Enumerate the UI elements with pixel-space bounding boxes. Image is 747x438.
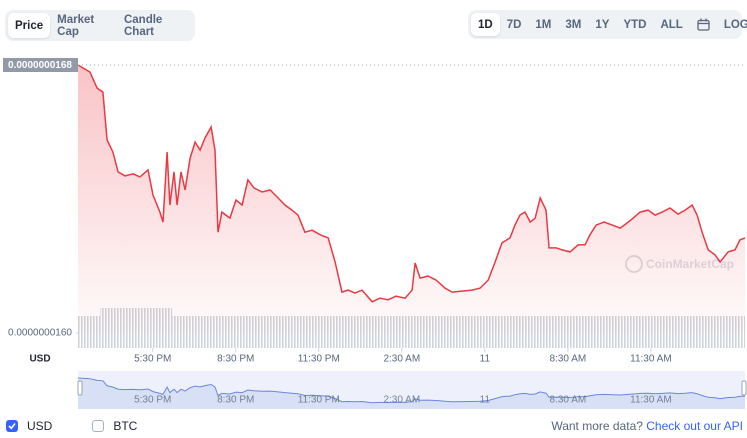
api-text: Want more data? xyxy=(551,419,643,433)
tab[interactable]: Market Cap xyxy=(57,13,95,38)
currency-label: BTC xyxy=(113,419,138,433)
price-line xyxy=(77,64,746,303)
navigator-handle xyxy=(741,380,747,396)
x-tick-label: 11:30 PM xyxy=(298,354,340,365)
currency-toggle[interactable]: USD xyxy=(6,419,52,433)
range-button[interactable]: ALL xyxy=(660,18,683,31)
checkbox[interactable] xyxy=(92,420,105,432)
price-marker-box xyxy=(3,58,78,72)
range-button[interactable]: YTD xyxy=(623,18,647,31)
x-tick-label: 11 xyxy=(480,354,491,365)
tab[interactable]: Price xyxy=(8,13,51,38)
unit-label: USD xyxy=(29,354,50,365)
calendar-button[interactable] xyxy=(690,13,717,36)
api-link[interactable]: Check out our API xyxy=(646,419,743,433)
y-tick-label: 0.0000000160 xyxy=(8,328,72,339)
currency-label: USD xyxy=(27,419,53,433)
checkbox[interactable] xyxy=(6,420,18,432)
calendar-icon xyxy=(697,18,710,31)
chart-tabs: Price Market Cap Candle Chart xyxy=(5,10,195,41)
navigator-handle xyxy=(77,380,83,396)
range-button[interactable]: 1Y xyxy=(595,18,610,31)
x-tick-label: 5:30 PM xyxy=(134,354,171,365)
navigator-line xyxy=(77,377,746,404)
log-button[interactable]: LOG xyxy=(723,18,747,31)
range-button[interactable]: 1D xyxy=(471,13,500,36)
currency-toggle[interactable]: BTC xyxy=(92,419,137,433)
x-tick-label: 2:30 AM xyxy=(383,354,420,365)
navigator-tick-label: 11:30 PM xyxy=(298,395,340,406)
price-area xyxy=(78,65,745,333)
navigator-tick-label: 5:30 PM xyxy=(134,395,171,406)
x-tick-label: 11:30 AM xyxy=(630,354,672,365)
y-tick-label: 0.0000000168 xyxy=(8,60,72,71)
tab[interactable]: Candle Chart xyxy=(123,13,163,38)
range-button[interactable]: 3M xyxy=(565,18,582,31)
range-button[interactable]: 1M xyxy=(535,18,552,31)
api-note: Want more data? Check out our API xyxy=(551,419,743,433)
navigator-tick-label: 11 xyxy=(480,395,491,406)
x-tick-label: 8:30 PM xyxy=(217,354,254,365)
chart: USD CoinMarketCap 5:30 PM5:30 PM8:30 PM8… xyxy=(3,58,747,409)
navigator-tick-label: 2:30 AM xyxy=(383,395,420,406)
range-button[interactable]: 7D xyxy=(506,18,522,31)
range-selector: 1D 7D 1M 3M 1Y YTD ALL LOG xyxy=(468,10,747,39)
x-tick-label: 8:30 AM xyxy=(550,354,587,365)
check-icon xyxy=(8,423,16,430)
navigator-area xyxy=(78,378,745,409)
navigator-tick-label: 8:30 AM xyxy=(550,395,587,406)
currency-toggles: USD BTC xyxy=(6,419,177,433)
navigator-tick-label: 11:30 AM xyxy=(630,395,672,406)
navigator-tick-label: 8:30 PM xyxy=(217,395,254,406)
